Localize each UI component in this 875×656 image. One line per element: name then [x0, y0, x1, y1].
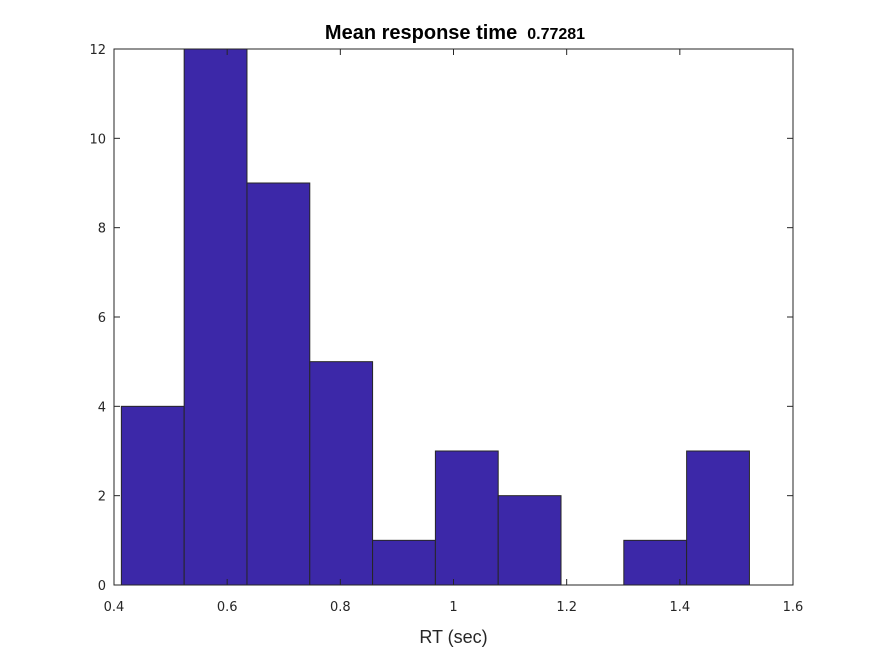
histogram-bar	[686, 450, 750, 586]
x-tick-label: 1.6	[783, 600, 804, 615]
x-tick-label: 1	[449, 600, 457, 615]
bars-group	[120, 48, 750, 586]
chart-title-value: 0.77281	[527, 26, 585, 43]
x-tick-label: 1.2	[556, 600, 577, 615]
y-tick-label: 2	[98, 490, 106, 505]
chart-title: Mean response time 0.77281	[325, 22, 585, 44]
histogram-bar	[497, 495, 562, 586]
x-tick-label: 0.8	[330, 600, 351, 615]
histogram-bar	[120, 405, 185, 586]
y-axis: 0 2 4 6 8 10 12	[89, 43, 793, 594]
y-tick-label: 4	[98, 400, 106, 415]
y-tick-label: 8	[98, 222, 106, 237]
histogram-bar	[183, 48, 248, 586]
histogram-bar	[309, 361, 374, 586]
histogram-bar	[372, 539, 436, 586]
y-tick-label: 0	[98, 579, 106, 594]
y-tick-label: 6	[98, 311, 106, 326]
y-tick-label: 10	[89, 132, 106, 147]
histogram-bar	[246, 182, 311, 586]
x-axis-label: RT (sec)	[419, 627, 487, 647]
x-tick-label: 1.4	[669, 600, 690, 615]
histogram-bar	[623, 539, 688, 586]
x-axis: 0.4 0.6 0.8 1 1.2 1.4 1.6	[104, 49, 804, 615]
x-tick-label: 0.6	[217, 600, 238, 615]
chart-title-text: Mean response time	[325, 22, 517, 44]
x-tick-label: 0.4	[104, 600, 125, 615]
y-tick-label: 12	[89, 43, 106, 58]
histogram-bar	[434, 450, 499, 586]
